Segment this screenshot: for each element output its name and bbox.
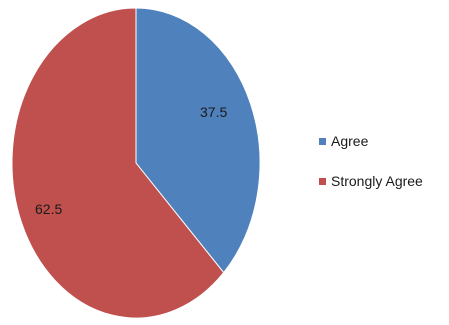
pie-slice-strongly-agree [11, 7, 225, 319]
legend-item-strongly-agree: Strongly Agree [319, 172, 423, 190]
legend-label-agree: Agree [331, 133, 369, 149]
data-label-strongly-agree: 62.5 [35, 201, 62, 217]
legend-label-strongly-agree: Strongly Agree [331, 173, 423, 189]
chart-legend: Agree Strongly Agree [319, 132, 423, 212]
data-label-agree: 37.5 [200, 104, 227, 120]
legend-swatch-strongly-agree [319, 177, 326, 185]
legend-swatch-agree [319, 137, 326, 145]
legend-item-agree: Agree [319, 132, 423, 150]
pie-slice-agree [135, 7, 261, 274]
